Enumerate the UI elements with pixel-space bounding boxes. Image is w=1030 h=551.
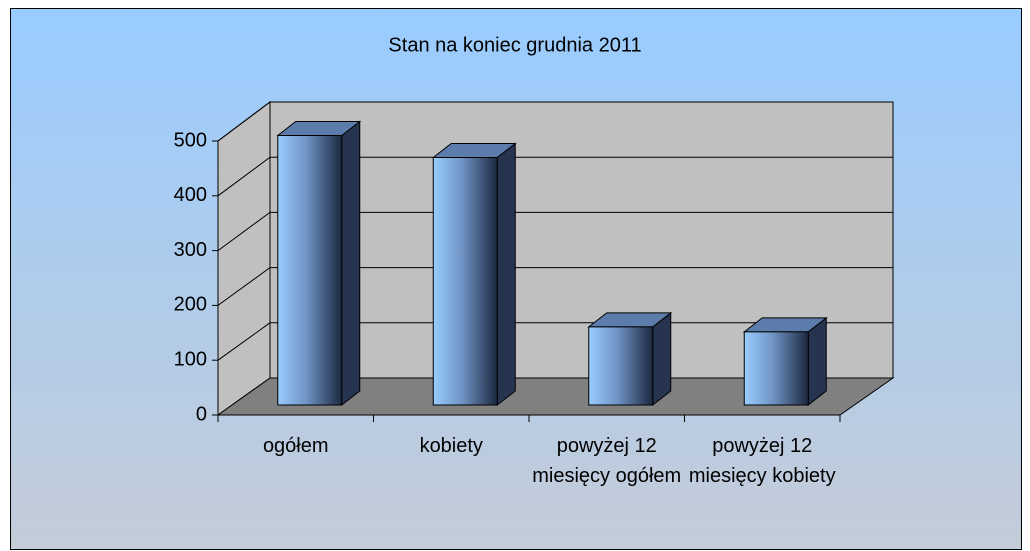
y-tick-label: 200 (174, 294, 207, 316)
bar-side (807, 316, 827, 407)
bar-side (496, 142, 516, 407)
bar-side (341, 120, 361, 407)
x-tick-label: kobiety (419, 435, 483, 457)
bar (277, 135, 343, 406)
y-tick-label: 500 (174, 129, 207, 151)
bar-side (652, 311, 672, 407)
grid-line (217, 211, 893, 252)
y-tick-label: 400 (174, 184, 207, 206)
grid-line (217, 156, 893, 197)
y-tick-label: 300 (174, 239, 207, 261)
grid-line (217, 267, 893, 306)
side-wall (217, 101, 271, 416)
y-tick-label: 0 (196, 403, 207, 425)
grid-line (217, 101, 893, 142)
bar (432, 157, 498, 406)
x-tick-label: powyżej 12 miesięcy kobiety (688, 435, 836, 487)
chart-title: Stan na koniec grudnia 2011 (388, 34, 641, 56)
floor (216, 377, 895, 416)
x-tick-label: powyżej 12 miesięcy ogółem (532, 435, 682, 487)
grid-line (217, 322, 893, 361)
y-tick-label: 100 (174, 348, 207, 370)
x-tick-label: ogółem (262, 435, 329, 457)
bar (743, 331, 809, 406)
bar (588, 326, 654, 406)
